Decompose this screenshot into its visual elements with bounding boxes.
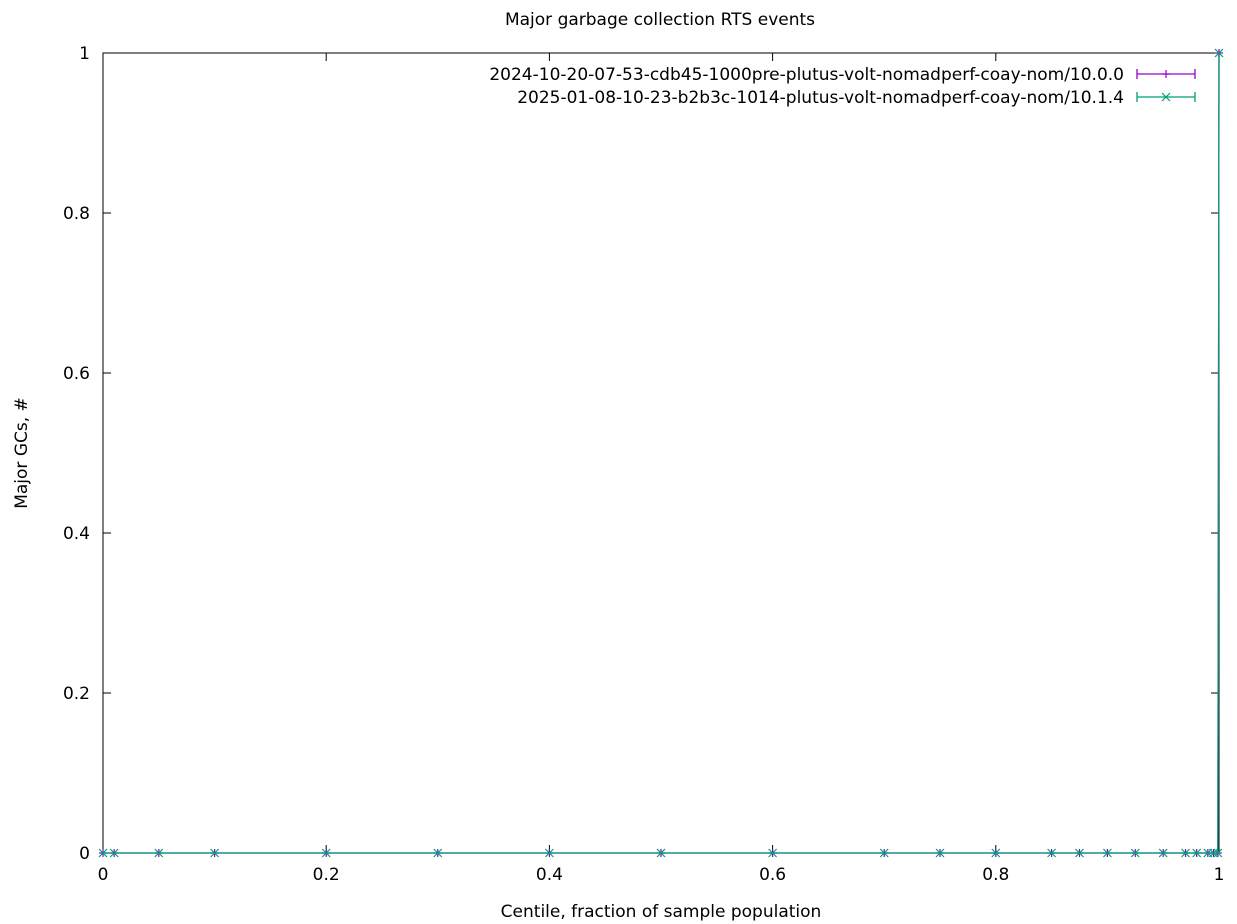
y-axis-label: Major GCs, # xyxy=(12,397,32,509)
series-line-2 xyxy=(103,52,1220,854)
chart-title: Major garbage collection RTS events xyxy=(505,10,815,30)
data-point xyxy=(1102,848,1112,858)
data-point xyxy=(1192,848,1202,858)
series-2 xyxy=(98,48,1224,858)
x-tick-label: 0.2 xyxy=(313,865,340,885)
legend-marker xyxy=(1162,70,1170,78)
series-line-1 xyxy=(103,52,1220,854)
data-point xyxy=(109,848,119,858)
data-point xyxy=(656,848,666,858)
data-point xyxy=(1047,848,1057,858)
plot-area xyxy=(102,52,1220,854)
legend-label: 2024-10-20-07-53-cdb45-1000pre-plutus-vo… xyxy=(489,65,1124,85)
data-point xyxy=(1158,848,1168,858)
data-point xyxy=(433,848,443,858)
data-point xyxy=(1181,848,1190,858)
series-1 xyxy=(99,49,1223,857)
x-axis-label: Centile, fraction of sample population xyxy=(501,902,822,922)
y-tick-label: 1 xyxy=(79,44,90,64)
data-point xyxy=(1075,848,1084,858)
legend-label: 2025-01-08-10-23-b2b3c-1014-plutus-volt-… xyxy=(517,88,1124,108)
y-tick-label: 0.4 xyxy=(63,524,90,544)
data-point xyxy=(98,848,108,858)
data-point xyxy=(935,848,945,858)
series-layer xyxy=(98,48,1224,858)
legend-marker xyxy=(1161,92,1171,102)
data-point xyxy=(1208,848,1218,858)
y-tick-label: 0 xyxy=(79,844,90,864)
y-tick-label: 0.8 xyxy=(63,204,90,224)
data-point xyxy=(1130,848,1140,858)
data-point xyxy=(154,848,164,858)
axis-ticks: 0 0.2 0.4 0.6 0.8 1 0 0.2 0.4 0.6 0.8 1 xyxy=(63,44,1224,885)
data-point xyxy=(991,848,1001,858)
legend: 2024-10-20-07-53-cdb45-1000pre-plutus-vo… xyxy=(489,65,1196,108)
data-point xyxy=(544,848,554,858)
x-tick-label: 0.4 xyxy=(536,865,563,885)
x-tick-label: 0 xyxy=(98,865,109,885)
x-tick-label: 0.6 xyxy=(759,865,786,885)
data-point xyxy=(1213,848,1223,858)
data-point xyxy=(879,848,889,858)
x-tick-label: 1 xyxy=(1214,865,1225,885)
data-point xyxy=(321,848,331,858)
y-tick-label: 0.6 xyxy=(63,364,90,384)
data-point xyxy=(210,848,220,858)
data-point xyxy=(1214,48,1224,58)
x-tick-label: 0.8 xyxy=(982,865,1009,885)
data-point xyxy=(768,848,778,858)
y-tick-label: 0.2 xyxy=(63,684,90,704)
